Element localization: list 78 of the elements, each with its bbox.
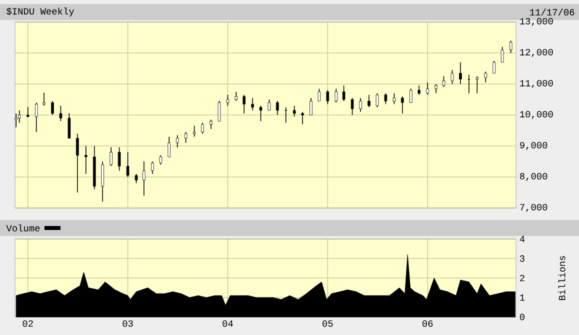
y-tick-label: 13,000	[520, 18, 553, 26]
y-tick-label: 3	[520, 255, 524, 262]
candlestick	[184, 132, 188, 144]
y-tick-label: 1	[520, 294, 525, 301]
x-tick-label: 05	[322, 320, 333, 327]
candlestick	[500, 46, 504, 63]
candlestick	[400, 96, 404, 114]
candlestick	[426, 82, 429, 96]
candlestick	[34, 102, 38, 132]
candlestick	[342, 85, 346, 102]
y-tick-label: 11,000	[520, 80, 553, 88]
candlestick	[42, 92, 46, 106]
candlestick	[350, 98, 354, 116]
candlestick	[168, 136, 171, 158]
candlestick	[509, 40, 512, 54]
candlestick	[334, 88, 338, 103]
candlestick	[376, 92, 379, 108]
candlestick	[450, 70, 454, 84]
candlestick	[110, 146, 112, 167]
candlestick	[210, 119, 212, 130]
candlestick	[59, 105, 62, 122]
candlestick	[192, 125, 196, 138]
candlestick	[126, 152, 130, 178]
candlestick	[326, 90, 330, 105]
candlestick	[218, 100, 221, 122]
candlestick	[18, 110, 21, 124]
x-tick-label: 04	[222, 320, 233, 327]
candlestick	[118, 146, 121, 172]
y-tick-label: 4	[520, 236, 525, 242]
candlestick	[76, 133, 79, 193]
candlestick	[442, 76, 446, 88]
candlestick	[368, 94, 370, 108]
candlestick	[259, 105, 262, 122]
candlestick	[68, 112, 71, 139]
y-tick-label: 2	[520, 274, 524, 282]
y-axis-title: Billions	[558, 256, 566, 300]
candlestick	[409, 88, 412, 103]
candlestick	[201, 122, 204, 134]
candlestick	[276, 100, 279, 116]
candlestick	[292, 105, 296, 117]
candlestick	[151, 161, 154, 174]
candlestick	[142, 161, 146, 196]
candlestick	[84, 146, 88, 174]
candlestick	[418, 85, 420, 96]
candlestick	[301, 112, 304, 125]
x-tick-label: 03	[122, 320, 133, 327]
candlestick	[251, 98, 254, 111]
candlestick	[234, 91, 238, 102]
y-tick-label: 9,000	[520, 142, 548, 150]
text: 11/17/06	[530, 8, 574, 16]
chart-title: $INDU Weekly	[6, 8, 74, 16]
candlestick	[134, 174, 138, 184]
x-tick-label: 06	[422, 320, 433, 327]
candlestick	[476, 76, 479, 94]
legend-label: Volume	[6, 224, 40, 232]
y-tick-label: 12,000	[520, 49, 553, 57]
y-tick-label: 7,000	[520, 204, 548, 212]
y-tick-label: 0	[520, 314, 524, 320]
y-tick-label: 10,000	[520, 110, 553, 119]
candlestick	[226, 94, 230, 106]
candlestick	[434, 84, 438, 94]
candlestick	[14, 113, 18, 128]
candlestick	[101, 161, 104, 202]
candlestick	[242, 94, 246, 114]
candlestick	[484, 71, 488, 83]
candlestick	[51, 100, 54, 116]
candlestick	[384, 92, 388, 105]
candlestick	[159, 154, 162, 165]
y-tick-label: 8,000	[520, 172, 548, 181]
candlestick	[392, 92, 396, 105]
candlestick	[359, 98, 362, 112]
candlestick	[310, 98, 312, 116]
candlestick	[492, 60, 496, 74]
candlestick	[459, 62, 462, 84]
candlestick	[176, 134, 179, 148]
candlestick	[318, 88, 321, 102]
candlestick	[268, 99, 271, 111]
x-tick-label: 02	[22, 320, 33, 327]
